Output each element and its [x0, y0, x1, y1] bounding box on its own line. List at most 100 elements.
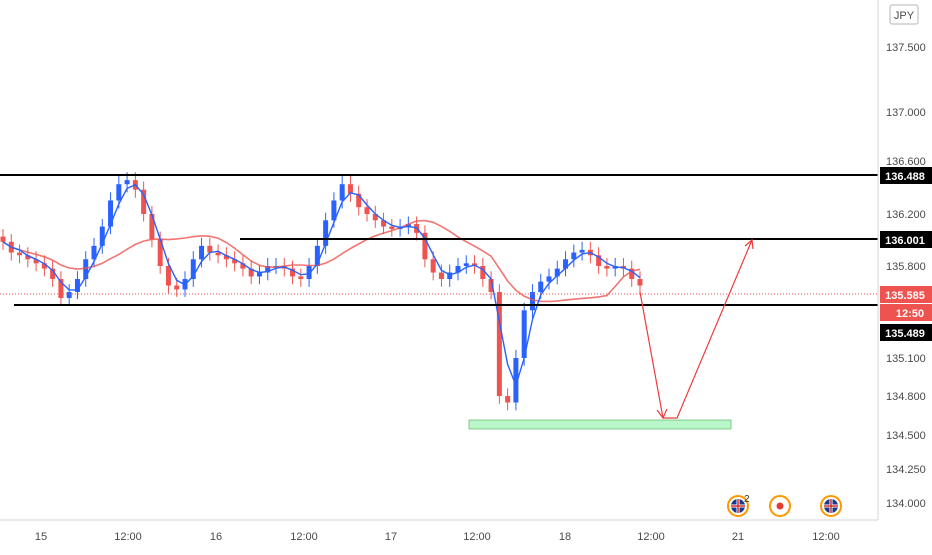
- candle-body: [347, 184, 353, 194]
- candle-body: [389, 226, 395, 230]
- candle-body: [99, 226, 105, 246]
- candle: [637, 271, 643, 294]
- candle: [546, 268, 552, 290]
- price-axis: 137.500 137.000 136.600 136.200 135.800 135.1…: [886, 42, 926, 510]
- price-tick-label: 136.600: [886, 156, 926, 168]
- candle-body: [165, 266, 171, 286]
- event-marker-uk-2[interactable]: [820, 495, 842, 517]
- forecast-path-line[interactable]: [639, 239, 753, 419]
- candle: [422, 225, 428, 268]
- svg-text:136.001: 136.001: [885, 235, 925, 247]
- forecast-arrowhead-up: [744, 238, 754, 250]
- candle-body: [372, 214, 378, 221]
- price-tick-label: 134.000: [886, 498, 926, 510]
- candle: [256, 264, 262, 285]
- candle: [290, 260, 296, 285]
- candle: [66, 284, 72, 305]
- price-tick-label: 136.200: [886, 209, 926, 221]
- candle: [463, 255, 469, 274]
- candle: [596, 247, 602, 274]
- candle-body: [33, 259, 39, 264]
- candle: [563, 251, 569, 277]
- candle: [265, 257, 271, 281]
- candle-body: [629, 268, 635, 280]
- candle: [381, 212, 387, 235]
- currency-button[interactable]: JPY: [889, 4, 919, 25]
- candle: [141, 181, 147, 222]
- candle-body: [496, 292, 502, 396]
- candle-body: [256, 272, 262, 277]
- candle-body: [554, 268, 560, 277]
- candle-body: [563, 259, 569, 269]
- candle-body: [463, 263, 469, 266]
- candle: [199, 237, 205, 268]
- candle: [447, 264, 453, 287]
- time-tick-label: 15: [35, 531, 47, 543]
- candle: [58, 271, 64, 305]
- candle-body: [207, 245, 213, 253]
- price-tick-label: 134.500: [886, 430, 926, 442]
- candle-body: [240, 263, 246, 269]
- candle: [347, 176, 353, 202]
- candle-body: [215, 252, 221, 256]
- candle: [273, 257, 279, 274]
- candle-body: [538, 281, 544, 293]
- uk-flag-icon: [731, 499, 745, 513]
- time-axis: 15 12:00 16 12:00 17 12:00 18 12:00 21 12:00: [35, 531, 840, 543]
- svg-text:12:50: 12:50: [896, 308, 924, 320]
- candle: [223, 247, 229, 268]
- candle: [248, 260, 254, 285]
- candle-body: [58, 279, 64, 299]
- candle-body: [637, 279, 643, 286]
- candle-body: [232, 259, 238, 264]
- candle: [108, 192, 114, 235]
- candle: [215, 244, 221, 264]
- candle-body: [381, 220, 387, 227]
- candle: [207, 237, 213, 261]
- candle: [232, 251, 238, 272]
- lower-level-label: 135.489: [880, 324, 932, 341]
- candle: [17, 244, 23, 264]
- candle-body: [17, 252, 23, 256]
- candle-body: [513, 358, 519, 403]
- candle-body: [306, 266, 312, 280]
- candle-body: [25, 255, 31, 260]
- candle: [298, 268, 304, 287]
- candle: [364, 199, 370, 222]
- event-marker-record[interactable]: [769, 495, 791, 517]
- candle: [405, 216, 411, 235]
- candle-body: [480, 266, 486, 280]
- candle-body: [265, 266, 271, 273]
- svg-text:JPY: JPY: [894, 10, 915, 22]
- candle-body: [438, 272, 444, 280]
- event-marker-uk-1[interactable]: 2: [727, 494, 750, 517]
- candle-body: [298, 276, 304, 280]
- candle: [372, 205, 378, 228]
- candle-body: [604, 266, 610, 269]
- candle-body: [430, 259, 436, 273]
- price-tick-label: 135.800: [886, 261, 926, 273]
- candle: [438, 264, 444, 287]
- candle: [496, 284, 502, 404]
- candle-body: [290, 268, 296, 277]
- candle: [455, 257, 461, 281]
- candle-body: [579, 249, 585, 253]
- candle: [83, 251, 89, 287]
- target-zone[interactable]: [468, 419, 732, 430]
- candle-body: [0, 236, 6, 242]
- time-tick-label: 12:00: [290, 531, 318, 543]
- candle-body: [199, 245, 205, 260]
- record-icon: [776, 502, 784, 510]
- candle-body: [116, 184, 122, 201]
- time-tick-label: 16: [210, 531, 222, 543]
- forecast-arrowhead-down: [656, 408, 668, 420]
- candle-body: [91, 245, 97, 260]
- candle-body: [331, 200, 337, 221]
- candle-body: [149, 214, 155, 240]
- svg-text:135.489: 135.489: [885, 328, 925, 340]
- candle-body: [505, 396, 511, 403]
- candle: [505, 388, 511, 411]
- time-tick-label: 12:00: [114, 531, 142, 543]
